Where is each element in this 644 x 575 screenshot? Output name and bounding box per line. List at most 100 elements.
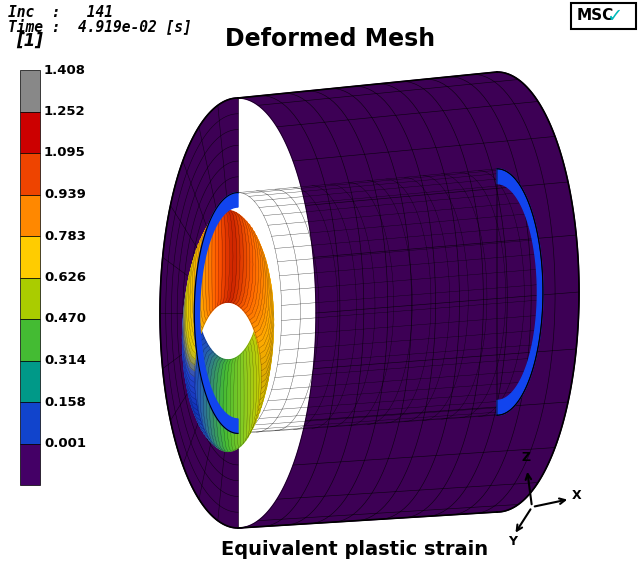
Polygon shape [206, 354, 218, 448]
Polygon shape [255, 324, 264, 421]
Polygon shape [259, 256, 272, 354]
Polygon shape [203, 352, 215, 446]
Polygon shape [231, 211, 240, 303]
Polygon shape [183, 279, 194, 377]
Polygon shape [258, 314, 268, 411]
Polygon shape [238, 214, 250, 308]
Polygon shape [497, 169, 543, 415]
Polygon shape [250, 228, 263, 324]
Polygon shape [243, 218, 256, 313]
Bar [20, 278, 40, 319]
Polygon shape [185, 262, 196, 359]
Bar [20, 402, 40, 443]
Polygon shape [184, 274, 195, 371]
Text: 0.470: 0.470 [44, 312, 86, 325]
Text: Y: Y [508, 535, 517, 548]
Polygon shape [193, 338, 206, 434]
Bar [20, 70, 40, 112]
Polygon shape [195, 342, 208, 437]
Polygon shape [260, 302, 270, 400]
Polygon shape [223, 211, 229, 303]
Polygon shape [182, 297, 195, 394]
Polygon shape [261, 274, 274, 371]
Polygon shape [184, 314, 198, 411]
Polygon shape [209, 356, 220, 449]
Polygon shape [261, 285, 273, 382]
Polygon shape [248, 342, 254, 437]
Bar [20, 443, 40, 485]
Polygon shape [202, 225, 208, 320]
Polygon shape [241, 216, 253, 310]
Polygon shape [212, 216, 215, 310]
Text: 0.314: 0.314 [44, 354, 86, 367]
Polygon shape [213, 358, 223, 450]
Polygon shape [261, 279, 274, 377]
Bar [20, 319, 40, 361]
Polygon shape [254, 329, 261, 426]
Bar [20, 194, 40, 236]
Polygon shape [209, 218, 213, 313]
Polygon shape [230, 358, 236, 450]
Polygon shape [194, 237, 202, 333]
Text: ✓: ✓ [606, 7, 622, 26]
Polygon shape [261, 291, 272, 389]
Bar [20, 112, 40, 153]
Text: 0.158: 0.158 [44, 396, 86, 408]
Polygon shape [225, 210, 233, 302]
Bar [20, 153, 40, 194]
Polygon shape [260, 262, 273, 359]
Polygon shape [250, 338, 256, 434]
Polygon shape [192, 242, 201, 338]
Text: Time :  4.919e-02 [s]: Time : 4.919e-02 [s] [8, 18, 192, 34]
Polygon shape [237, 354, 241, 448]
Polygon shape [259, 308, 269, 405]
FancyBboxPatch shape [571, 3, 636, 29]
Polygon shape [216, 359, 225, 451]
Polygon shape [182, 291, 195, 389]
Polygon shape [184, 268, 195, 365]
Polygon shape [234, 356, 238, 449]
Bar [20, 236, 40, 278]
Polygon shape [257, 246, 270, 343]
Text: Equivalent plastic strain: Equivalent plastic strain [222, 540, 489, 559]
Polygon shape [233, 212, 243, 304]
Polygon shape [200, 228, 206, 324]
Polygon shape [243, 349, 247, 443]
Polygon shape [227, 359, 233, 451]
Text: 1.095: 1.095 [44, 147, 86, 159]
Polygon shape [220, 360, 228, 451]
Bar [20, 361, 40, 402]
Polygon shape [245, 346, 251, 440]
Polygon shape [190, 246, 200, 343]
Polygon shape [185, 319, 200, 416]
Text: 1.408: 1.408 [44, 63, 86, 76]
Polygon shape [255, 242, 269, 338]
Polygon shape [188, 251, 198, 348]
Polygon shape [258, 251, 272, 348]
Text: 0.001: 0.001 [44, 437, 86, 450]
Text: MSC: MSC [577, 9, 614, 24]
Polygon shape [261, 297, 272, 394]
Polygon shape [197, 232, 204, 328]
Polygon shape [220, 212, 226, 304]
Polygon shape [252, 232, 265, 328]
Polygon shape [236, 213, 247, 306]
Text: 1.252: 1.252 [44, 105, 86, 118]
Polygon shape [205, 221, 211, 316]
Polygon shape [187, 256, 197, 354]
Text: 0.626: 0.626 [44, 271, 86, 284]
Text: 0.783: 0.783 [44, 229, 86, 243]
Text: Deformed Mesh: Deformed Mesh [225, 27, 435, 51]
Polygon shape [241, 352, 244, 446]
Polygon shape [223, 360, 231, 451]
Polygon shape [245, 221, 259, 316]
Text: X: X [572, 489, 582, 502]
Text: 0.939: 0.939 [44, 188, 86, 201]
Text: Inc  :   141: Inc : 141 [8, 5, 113, 20]
Polygon shape [160, 98, 238, 528]
Polygon shape [238, 72, 579, 528]
Polygon shape [182, 285, 194, 382]
Polygon shape [184, 308, 197, 405]
Polygon shape [215, 214, 219, 308]
Polygon shape [191, 334, 204, 430]
